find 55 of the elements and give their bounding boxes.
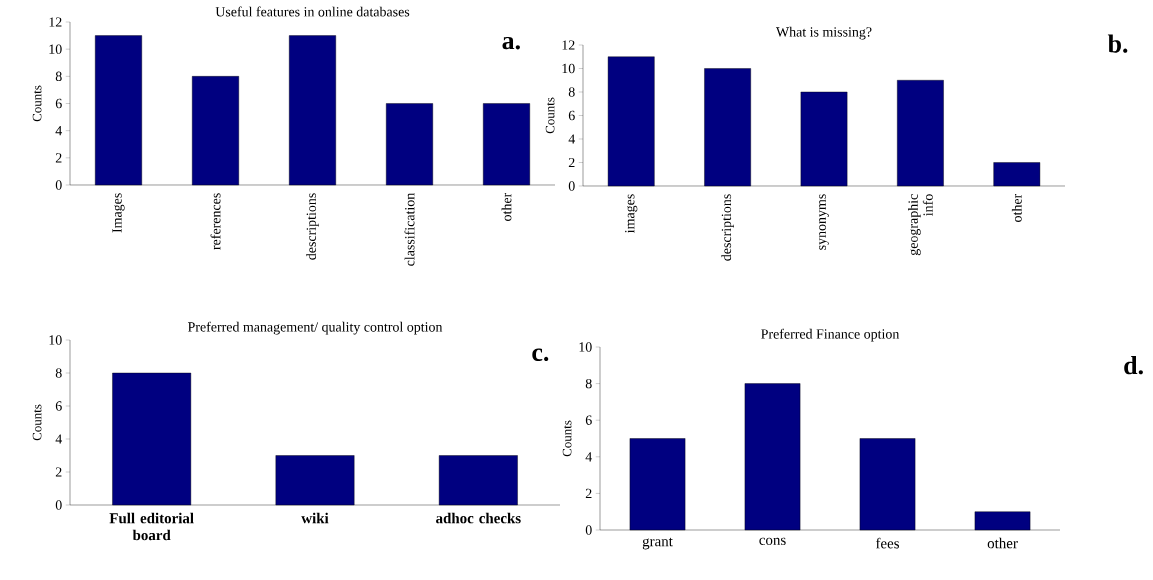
- y-tick-label: 6: [55, 98, 62, 109]
- y-tick-label: 10: [562, 63, 575, 74]
- y-tick-label: 10: [49, 44, 62, 54]
- x-tick-label: Full editorial board: [109, 512, 194, 541]
- x-tick-label: classification: [404, 192, 415, 266]
- x-tick-label: adhoc checks: [436, 512, 521, 524]
- y-axis-title: Counts: [545, 97, 555, 134]
- y-tick-label: 8: [55, 368, 62, 378]
- chart-title: Preferred management/ quality control option: [187, 321, 443, 335]
- y-tick-label: 12: [562, 40, 575, 50]
- x-tick-label: grant: [642, 537, 673, 550]
- annotation: c.: [532, 348, 549, 362]
- x-tick-label: other: [501, 192, 512, 221]
- chart-title: What is missing?: [775, 26, 872, 40]
- x-tick-label: Images: [112, 193, 125, 233]
- x-tick-label: references: [210, 193, 221, 250]
- y-tick-label: 6: [568, 110, 575, 121]
- y-tick-label: 12: [49, 17, 62, 27]
- y-tick-label: 8: [568, 87, 575, 97]
- y-tick-label: 2: [568, 157, 575, 168]
- y-axis-title: Counts: [32, 404, 42, 441]
- y-tick-label: 4: [568, 134, 576, 144]
- x-tick-label: synonyms: [819, 194, 829, 250]
- y-tick-label: 2: [585, 488, 592, 499]
- x-tick-label: wiki: [301, 512, 329, 524]
- annotation: a.: [502, 36, 520, 50]
- x-tick-label: images: [625, 194, 638, 233]
- y-tick-label: 2: [55, 467, 62, 477]
- x-tick-label: descriptions: [721, 194, 734, 261]
- y-tick-label: 8: [55, 71, 62, 82]
- text: b.: [1107, 34, 1128, 53]
- y-tick-label: 8: [585, 378, 592, 389]
- x-tick-label: cons: [759, 537, 786, 545]
- y-tick-label: 0: [55, 180, 62, 190]
- y-tick-label: 6: [585, 415, 592, 425]
- x-tick-label: geographic info: [908, 194, 933, 256]
- chart-title: Useful features in online databases: [215, 6, 410, 17]
- y-axis-title: Counts: [32, 85, 42, 122]
- y-tick-label: 0: [585, 525, 592, 535]
- y-tick-label: 4: [55, 434, 63, 444]
- x-tick-label: descriptions: [306, 193, 319, 260]
- y-tick-label: 0: [568, 181, 575, 191]
- x-tick-label: other: [1011, 193, 1022, 222]
- y-tick-label: 6: [55, 401, 62, 411]
- chart-title: Preferred Finance option: [761, 328, 900, 342]
- y-tick-label: 0: [55, 500, 62, 510]
- y-axis-title: Counts: [562, 420, 572, 457]
- y-tick-label: 4: [585, 452, 593, 462]
- x-tick-label: other: [987, 537, 1018, 549]
- y-tick-label: 4: [55, 126, 63, 136]
- y-tick-label: 10: [579, 342, 592, 352]
- text: d.: [1124, 356, 1143, 375]
- y-tick-label: 10: [49, 335, 62, 345]
- x-tick-label: fees: [875, 537, 899, 549]
- y-tick-label: 2: [55, 153, 62, 163]
